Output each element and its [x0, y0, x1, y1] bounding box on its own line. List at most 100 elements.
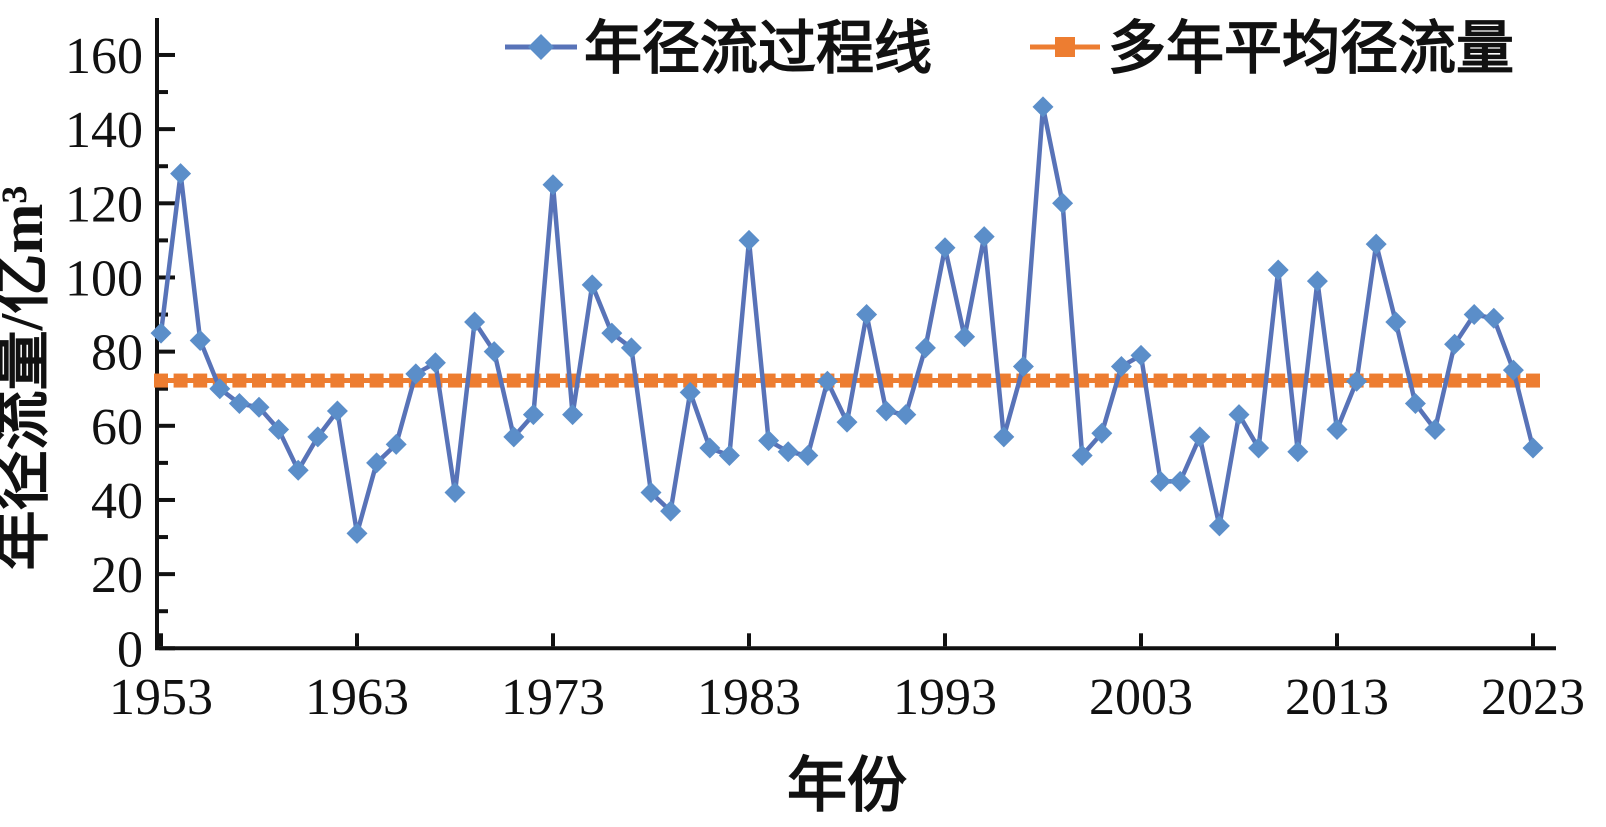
average-marker [350, 373, 364, 388]
average-marker [1094, 373, 1109, 388]
average-marker [800, 373, 815, 388]
runoff-series [150, 96, 1544, 544]
average-marker [1310, 373, 1325, 388]
average-marker [1526, 373, 1540, 388]
runoff-marker [1424, 419, 1446, 441]
runoff-marker [856, 304, 878, 326]
runoff-marker [660, 500, 682, 522]
runoff-marker [640, 482, 662, 504]
average-series [154, 373, 1540, 388]
average-marker [663, 373, 678, 388]
average-marker [859, 373, 874, 388]
runoff-marker [562, 404, 584, 426]
legend: 年径流过程线 多年平均径流量 [505, 16, 1514, 81]
average-marker [1192, 373, 1207, 388]
runoff-marker [620, 337, 642, 359]
runoff-marker [1326, 419, 1348, 441]
average-marker [1486, 373, 1501, 388]
x-tick-label: 1963 [305, 669, 409, 726]
average-marker [232, 373, 247, 388]
runoff-marker [464, 311, 486, 333]
runoff-marker [366, 452, 388, 474]
runoff-marker [248, 396, 270, 418]
runoff-marker [993, 426, 1015, 448]
average-marker [1212, 373, 1227, 388]
average-marker [1232, 373, 1246, 388]
runoff-marker [1150, 470, 1172, 492]
runoff-marker [1463, 304, 1485, 326]
runoff-marker [679, 381, 701, 403]
average-marker [702, 373, 717, 388]
x-axis-title: 年份 [787, 753, 907, 819]
average-marker [898, 373, 913, 388]
runoff-marker [1012, 355, 1034, 377]
average-marker [938, 373, 952, 388]
runoff-marker [914, 337, 936, 359]
average-marker [1251, 373, 1266, 388]
x-tick-label: 2013 [1285, 669, 1389, 726]
x-tick-label: 1973 [501, 669, 605, 726]
average-marker [154, 373, 168, 388]
runoff-marker [483, 341, 505, 363]
average-marker [1271, 373, 1286, 388]
average-marker [957, 373, 972, 388]
runoff-marker [287, 459, 309, 481]
runoff-line [158, 104, 1536, 536]
runoff-marker [1385, 311, 1407, 333]
average-marker [742, 373, 756, 388]
runoff-marker [816, 370, 838, 392]
y-tick-label: 40 [91, 473, 143, 530]
runoff-marker [875, 400, 897, 422]
x-tick-label: 2003 [1089, 669, 1193, 726]
runoff-marker [1306, 270, 1328, 292]
average-marker [1369, 373, 1384, 388]
runoff-marker [1404, 393, 1426, 415]
runoff-marker [1228, 404, 1250, 426]
average-marker [1153, 373, 1168, 388]
runoff-marker [307, 426, 329, 448]
runoff-marker [1169, 470, 1191, 492]
runoff-marker [699, 437, 721, 459]
average-marker [487, 373, 502, 388]
runoff-marker [973, 226, 995, 248]
average-marker [722, 373, 737, 388]
runoff-marker [1522, 437, 1544, 459]
average-marker [1173, 373, 1188, 388]
runoff-marker [228, 393, 250, 415]
y-tick-label: 140 [65, 102, 143, 159]
average-marker [1447, 373, 1462, 388]
average-marker [369, 373, 384, 388]
average-marker [310, 373, 325, 388]
runoff-marker [1346, 370, 1368, 392]
average-marker [1055, 373, 1070, 388]
runoff-marker [934, 237, 956, 259]
average-marker [291, 373, 306, 388]
runoff-marker [542, 174, 564, 196]
legend-runoff-diamond-icon [528, 34, 554, 60]
runoff-marker [1189, 426, 1211, 448]
x-tick-label: 2023 [1481, 669, 1585, 726]
runoff-marker [1483, 307, 1505, 329]
runoff-marker [346, 522, 368, 544]
y-tick-label: 80 [91, 325, 143, 382]
average-marker [1428, 373, 1442, 388]
runoff-marker [1052, 192, 1074, 214]
legend-average-square-icon [1055, 37, 1075, 57]
y-tick-label: 20 [91, 547, 143, 604]
runoff-marker [1365, 233, 1387, 255]
runoff-marker [170, 163, 192, 185]
x-tick-label: 1953 [109, 669, 213, 726]
runoff-marker [1267, 259, 1289, 281]
x-tick-label: 1993 [893, 669, 997, 726]
runoff-marker [797, 444, 819, 466]
runoff-marker [444, 482, 466, 504]
runoff-marker [1091, 422, 1113, 444]
average-marker [467, 373, 482, 388]
runoff-marker [209, 378, 231, 400]
y-axis-title: 年径流量/亿m³ [0, 186, 55, 571]
average-marker [840, 373, 854, 388]
average-marker [271, 373, 286, 388]
average-marker [1290, 373, 1305, 388]
runoff-marker [405, 363, 427, 385]
